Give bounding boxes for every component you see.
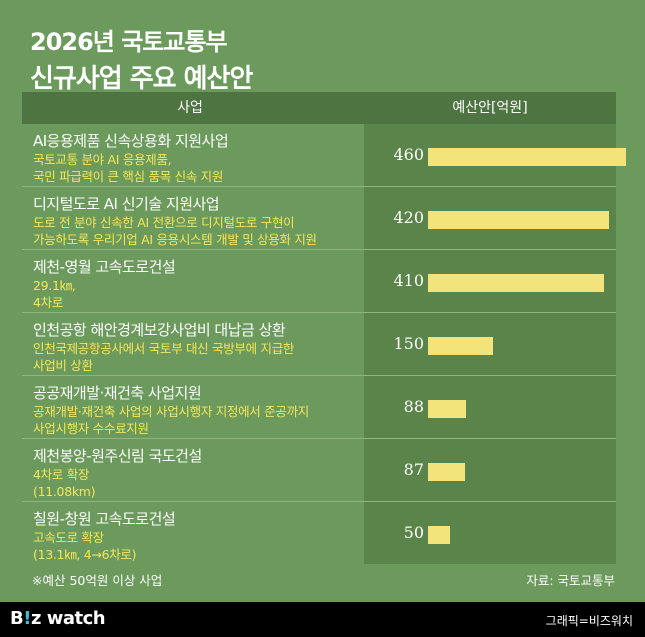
table-header-bar [22,92,616,124]
column-header-budget: 예산안[억원] [452,100,528,116]
project-name: 칠원-창원 고속도로건설 [33,510,176,528]
project-name: 공공재개발·재건축 사업지원 [33,384,202,402]
project-name: AI응용제품 신속상용화 지원사업 [33,132,229,150]
row-divider [22,501,616,502]
project-description: 공재개발·재건축 사업의 사업시행자 지정에서 준공까지 사업시행자 수수료지원 [33,404,309,436]
bizwatch-logo: B!z watch [10,608,106,629]
budget-value-label: 87 [403,460,424,479]
budget-bar [428,337,493,355]
project-name: 제천-영월 고속도로건설 [33,258,176,276]
budget-value-label: 420 [393,208,424,227]
budget-bar [428,274,604,292]
row-divider [22,186,616,187]
project-description: 인천국제공항공사에서 국토부 대신 국방부에 지급한 사업비 상환 [33,341,295,373]
logo-accent: ! [23,608,31,629]
graphic-credit: 그래픽=비즈워치 [545,614,633,628]
chart-title-line2: 신규사업 주요 예산안 [30,64,253,94]
budget-bar [428,211,609,229]
project-name: 제천봉양-원주신림 국도건설 [33,447,202,465]
table-row: 제천봉양-원주신림 국도건설 4차로 확장 (11.08km) 87 [22,439,616,502]
budget-value-label: 50 [403,523,424,542]
project-description: 29.1㎞, 4차로 [33,278,76,310]
budget-value-label: 410 [393,271,424,290]
row-divider [22,438,616,439]
row-divider [22,249,616,250]
row-divider [22,312,616,313]
source-note: 자료: 국토교통부 [526,573,615,588]
project-name: 디지털도로 AI 신기술 지원사업 [33,195,220,213]
project-name: 인천공항 해안경계보강사업비 대납금 상환 [33,321,286,339]
column-header-project: 사업 [177,100,203,116]
chart-title-line1: 2026년 국토교통부 [30,28,228,56]
logo-b: B [10,608,24,629]
row-divider [22,375,616,376]
logo-rest: z watch [30,608,106,629]
project-description: 4차로 확장 (11.08km) [33,467,96,499]
project-description: 국토교통 분야 AI 응용제품, 국민 파급력이 큰 핵심 품목 신속 지원 [33,152,224,184]
budget-value-label: 460 [393,145,424,164]
table-row: 제천-영월 고속도로건설 29.1㎞, 4차로 410 [22,250,616,313]
budget-value-label: 88 [403,397,424,416]
footer-bar: B!z watch 그래픽=비즈워치 [0,602,645,637]
budget-bar [428,526,450,544]
project-description: 고속도로 확장 (13.1㎞, 4→6차로) [33,530,137,562]
footnote: ※예산 50억원 이상 사업 [32,573,163,588]
budget-bar [428,400,466,418]
project-description: 도로 전 분야 신속한 AI 전환으로 디지털도로 구현이 가능하도록 우리기업… [33,215,317,247]
budget-bar [428,148,626,166]
budget-bar [428,463,465,481]
budget-value-label: 150 [393,334,424,353]
